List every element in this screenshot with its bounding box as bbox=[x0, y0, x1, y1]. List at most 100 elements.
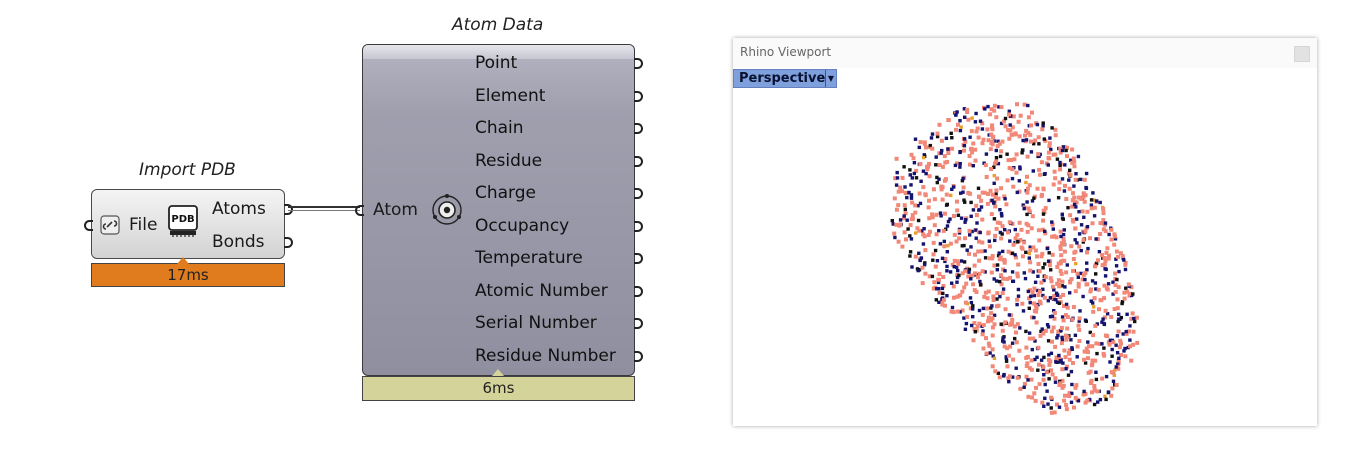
atom-point bbox=[939, 187, 944, 192]
atom-point bbox=[1110, 354, 1114, 358]
atom-point bbox=[1048, 296, 1053, 300]
atom-point bbox=[960, 271, 965, 276]
atom-point bbox=[1128, 338, 1132, 342]
atom-point bbox=[1003, 228, 1007, 232]
atom-point bbox=[978, 119, 983, 123]
import-pdb-component[interactable]: File Atoms Bonds bbox=[84, 189, 293, 259]
atom-point bbox=[967, 251, 971, 256]
atoms-output-grip[interactable] bbox=[284, 204, 293, 215]
atom-data-component[interactable]: Atom Point Element Chain Residue Charge … bbox=[355, 44, 643, 376]
atom-point bbox=[980, 217, 985, 222]
atom-point bbox=[1050, 329, 1054, 334]
atom-point bbox=[1061, 217, 1065, 221]
atom-point bbox=[987, 343, 992, 348]
output-chain-grip[interactable] bbox=[634, 123, 643, 134]
atom-point bbox=[1025, 186, 1030, 191]
atom-point bbox=[1102, 346, 1106, 350]
atom-point bbox=[957, 273, 961, 278]
atom-point bbox=[967, 228, 972, 233]
atom-point bbox=[1001, 287, 1006, 291]
output-atomic-number-grip[interactable] bbox=[634, 286, 643, 297]
atom-point bbox=[943, 259, 947, 264]
atom-point bbox=[1114, 249, 1119, 254]
atom-point bbox=[940, 164, 945, 169]
atom-input-grip[interactable] bbox=[355, 205, 364, 216]
atom-point bbox=[1100, 263, 1105, 268]
atom-point bbox=[1034, 309, 1039, 314]
atom-point bbox=[1015, 274, 1020, 279]
atom-point bbox=[1011, 357, 1016, 362]
atom-point bbox=[965, 110, 970, 114]
atom-point bbox=[993, 195, 998, 199]
atom-point bbox=[1079, 248, 1083, 253]
atom-point bbox=[1074, 261, 1078, 266]
atom-point bbox=[1059, 253, 1064, 258]
output-serial-number-grip[interactable] bbox=[634, 318, 643, 329]
atom-point bbox=[1106, 390, 1111, 394]
atom-point bbox=[1008, 123, 1012, 127]
atom-point bbox=[1055, 281, 1060, 286]
output-element-grip[interactable] bbox=[634, 91, 643, 102]
atom-point bbox=[1102, 296, 1107, 301]
output-residue-grip[interactable] bbox=[634, 156, 643, 167]
atom-point bbox=[977, 239, 981, 244]
atom-point bbox=[1055, 157, 1060, 161]
dropdown-arrow-icon[interactable]: ▼ bbox=[825, 70, 836, 87]
bonds-output-grip[interactable] bbox=[284, 237, 293, 248]
atom-point bbox=[990, 316, 995, 321]
atom-point bbox=[1065, 263, 1069, 267]
atom-point bbox=[1071, 257, 1076, 261]
viewport-close-button[interactable] bbox=[1294, 46, 1310, 62]
atom-point bbox=[962, 285, 967, 290]
atom-point bbox=[986, 192, 991, 196]
atom-point bbox=[1076, 154, 1081, 159]
atom-point bbox=[1051, 227, 1055, 231]
atom-point bbox=[1125, 289, 1130, 294]
atom-point bbox=[902, 214, 906, 218]
file-input-grip[interactable] bbox=[84, 220, 93, 231]
atom-point bbox=[1025, 212, 1029, 217]
atom-point bbox=[1011, 242, 1016, 247]
atom-point bbox=[1074, 172, 1078, 176]
atom-point bbox=[1015, 322, 1020, 327]
atom-point bbox=[950, 305, 955, 310]
atom-point bbox=[948, 241, 953, 246]
pdb-file-icon: PDB bbox=[168, 205, 198, 237]
atom-point bbox=[1073, 333, 1078, 337]
atom-point bbox=[938, 211, 943, 215]
atom-point bbox=[1056, 196, 1061, 200]
atom-point bbox=[1041, 124, 1045, 128]
atom-point bbox=[1005, 364, 1010, 369]
atom-point bbox=[989, 311, 994, 316]
output-charge-grip[interactable] bbox=[634, 188, 643, 199]
connection-wire[interactable] bbox=[288, 206, 360, 208]
atom-point bbox=[1086, 356, 1090, 361]
atom-point bbox=[1128, 344, 1133, 349]
atom-point bbox=[1043, 138, 1048, 143]
atom-point bbox=[1067, 348, 1072, 353]
atom-point bbox=[1090, 361, 1095, 366]
atom-point bbox=[1030, 199, 1035, 203]
output-residue-number-grip[interactable] bbox=[634, 351, 643, 362]
atom-point bbox=[905, 195, 909, 200]
atom-point bbox=[1077, 316, 1082, 321]
atom-point bbox=[949, 193, 953, 198]
atom-point bbox=[941, 275, 946, 279]
atom-point bbox=[1049, 147, 1053, 152]
atom-point bbox=[1130, 311, 1135, 316]
output-temperature-grip[interactable] bbox=[634, 253, 643, 264]
atom-point bbox=[1002, 340, 1006, 344]
atoms-output-label: Atoms bbox=[212, 199, 266, 219]
atom-point bbox=[1084, 282, 1089, 287]
output-occupancy-grip[interactable] bbox=[634, 221, 643, 232]
atom-point bbox=[1027, 366, 1032, 371]
atom-point bbox=[923, 248, 928, 253]
output-point-grip[interactable] bbox=[634, 58, 643, 69]
atom-point bbox=[1106, 282, 1111, 286]
atom-point bbox=[997, 105, 1001, 109]
atom-point bbox=[910, 216, 915, 221]
atom-point bbox=[994, 156, 999, 160]
rhino-viewport[interactable]: Rhino Viewport Perspective ▼ bbox=[733, 38, 1317, 426]
perspective-view-tab[interactable]: Perspective ▼ bbox=[733, 69, 837, 88]
atom-point bbox=[1079, 271, 1083, 276]
